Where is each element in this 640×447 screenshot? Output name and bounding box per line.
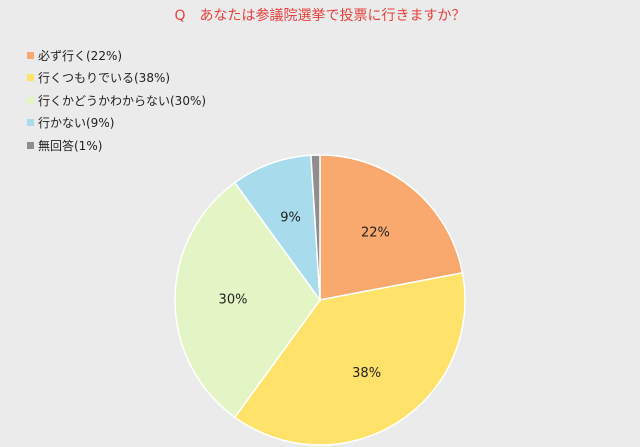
legend-label: 行くつもりでいる(38%) bbox=[38, 71, 171, 86]
pie-slice bbox=[233, 271, 466, 446]
legend-label: 行くかどうかわからない(30%) bbox=[38, 93, 207, 108]
legend-swatch bbox=[27, 51, 34, 59]
legend-swatch bbox=[27, 96, 34, 104]
pie-slice bbox=[233, 154, 321, 303]
legend-swatch bbox=[27, 141, 34, 149]
chart-title: Q あなたは参議院選挙で投票に行きますか？ bbox=[174, 8, 466, 24]
legend-label: 無回答(1%) bbox=[38, 138, 103, 153]
legend-item: 行くかどうかわからない(30%) bbox=[27, 89, 206, 112]
slice-value-label: 22% bbox=[361, 225, 390, 240]
legend-swatch bbox=[27, 74, 34, 82]
legend-item: 行かない(9%) bbox=[27, 112, 206, 135]
legend-item: 必ず行く(22%) bbox=[27, 44, 206, 67]
slice-value-label: 38% bbox=[352, 366, 381, 381]
slice-value-label: 30% bbox=[219, 293, 248, 308]
legend-item: 無回答(1%) bbox=[27, 134, 206, 157]
slice-value-label: 9% bbox=[280, 211, 301, 226]
pie-slice bbox=[174, 181, 321, 419]
legend-item: 行くつもりでいる(38%) bbox=[27, 67, 206, 90]
legend-label: 行かない(9%) bbox=[38, 116, 115, 131]
legend-label: 必ず行く(22%) bbox=[38, 48, 123, 63]
pie-slice bbox=[319, 154, 464, 301]
pie-slice bbox=[310, 154, 321, 301]
legend-swatch bbox=[27, 119, 34, 127]
legend: 必ず行く(22%) 行くつもりでいる(38%) 行くかどうかわからない(30%) 行か… bbox=[27, 44, 206, 157]
